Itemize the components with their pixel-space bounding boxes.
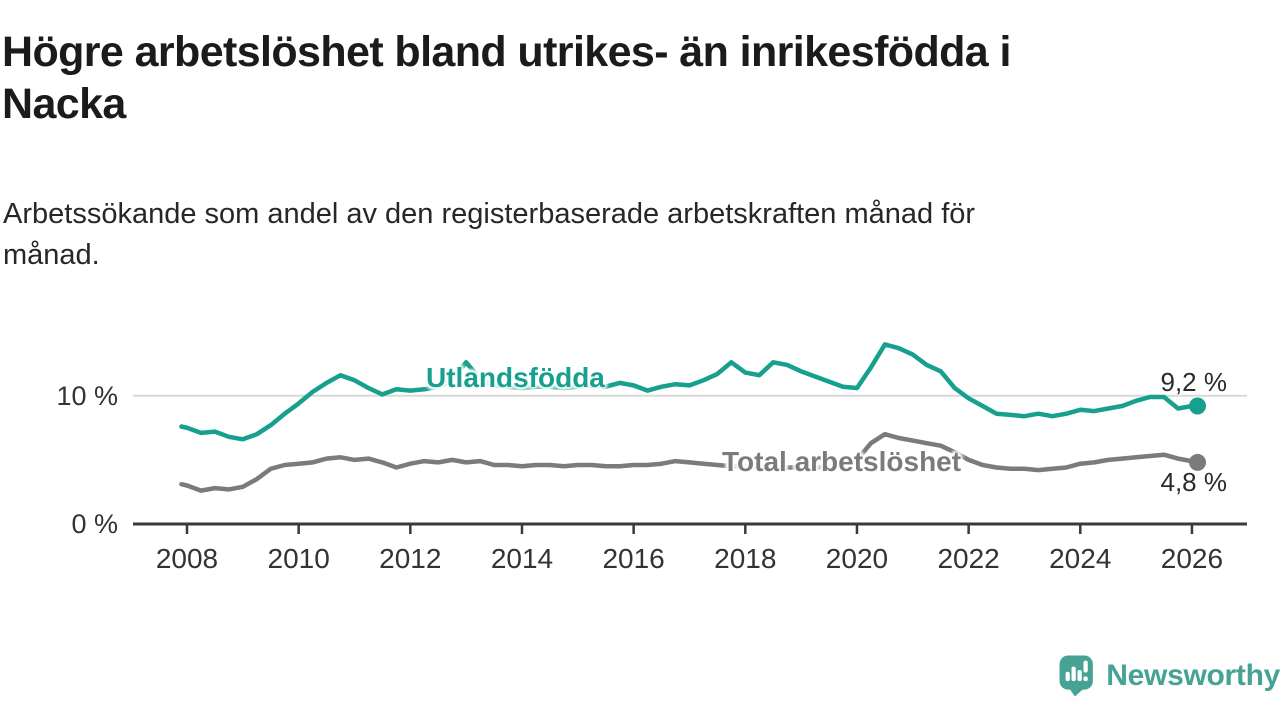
newsworthy-wordmark: Newsworthy <box>1106 659 1280 692</box>
x-axis-tick-label: 2024 <box>1049 543 1112 574</box>
x-axis-tick-label: 2014 <box>490 543 554 574</box>
newsworthy-logo-icon <box>1059 655 1093 697</box>
chart-subtitle-line-2: månad. <box>3 239 100 271</box>
page-title: Högre arbetslöshet bland utrikes- än inr… <box>2 26 1272 130</box>
end-value-label-total: 4,8 % <box>1160 467 1228 497</box>
x-axis-tick-label: 2008 <box>155 543 219 574</box>
y-axis-tick-label-0: 0 % <box>71 509 118 539</box>
end-value-label-utlandsfodda: 9,2 % <box>1160 367 1228 397</box>
x-axis-tick-label: 2016 <box>602 543 665 574</box>
x-axis-tick-label: 2020 <box>825 543 889 574</box>
newsworthy-branding: Newsworthy <box>1057 648 1280 704</box>
x-axis-tick-label: 2010 <box>267 543 330 574</box>
page-title-line-2: Nacka <box>2 80 126 128</box>
series-label-total-arbetsloshet: Total arbetslöshet <box>722 446 962 477</box>
chart-subtitle: Arbetssökande som andel av den registerb… <box>3 194 1273 276</box>
x-axis-tick-label: 2018 <box>714 543 777 574</box>
x-axis-tick-label: 2026 <box>1160 543 1224 574</box>
y-axis-tick-label-10: 10 % <box>56 381 118 411</box>
series-label-utlandsfodda: Utlandsfödda <box>426 362 605 393</box>
x-axis-tick-label: 2022 <box>937 543 1000 574</box>
page-title-line-1: Högre arbetslöshet bland utrikes- än inr… <box>2 28 1011 76</box>
x-axis-tick-label: 2012 <box>379 543 442 574</box>
chart-subtitle-line-1: Arbetssökande som andel av den registerb… <box>3 198 976 230</box>
